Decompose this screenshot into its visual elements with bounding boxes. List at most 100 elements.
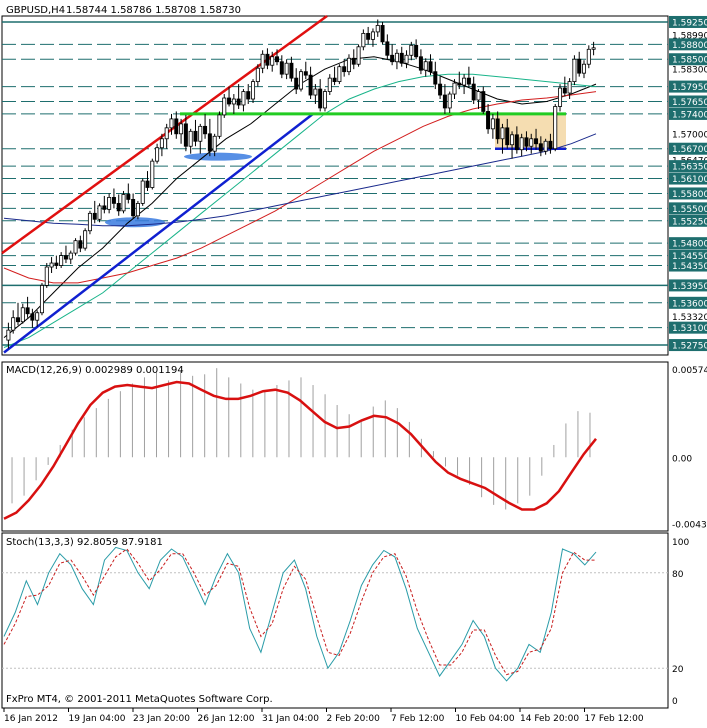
bull-candle: [394, 52, 399, 63]
price-label-box: [669, 339, 707, 352]
bull-candle: [586, 48, 591, 65]
bull-candle: [409, 44, 414, 56]
stoch-axis-label: 0: [672, 697, 678, 707]
price-axis-label: 1.55250: [672, 217, 707, 227]
bull-candle: [179, 123, 184, 135]
bull-candle: [500, 127, 505, 140]
price-label-box: [669, 15, 707, 28]
bull-candle: [217, 114, 222, 137]
bear-candle: [25, 307, 30, 315]
bull-candle: [558, 87, 563, 107]
bull-candle: [68, 252, 73, 260]
price-label-box: [669, 321, 707, 334]
stoch-axis-label: 100: [672, 538, 689, 548]
bear-candle: [145, 180, 150, 188]
bear-candle: [466, 77, 471, 85]
bull-candle: [59, 255, 64, 266]
bear-candle: [102, 205, 107, 210]
price-axis-label: 1.58500: [672, 56, 707, 66]
bull-candle: [553, 106, 558, 150]
bear-candle: [399, 52, 404, 64]
bear-candle: [505, 127, 510, 146]
x-axis-label: 17 Feb 12:00: [585, 714, 644, 724]
bull-candle: [188, 130, 193, 147]
macd-axis-label: -0.0043: [672, 520, 707, 530]
bear-candle: [481, 91, 486, 112]
bull-candle: [87, 212, 92, 232]
x-axis-label: 7 Feb 12:00: [391, 714, 445, 724]
bear-candle: [193, 130, 198, 142]
bull-candle: [375, 25, 380, 33]
stoch-axis-label: 20: [672, 665, 684, 675]
bull-candle: [284, 62, 289, 75]
bull-candle: [298, 71, 303, 90]
price-label-box: [669, 259, 707, 272]
bear-candle: [471, 83, 476, 101]
bull-candle: [476, 91, 481, 101]
bear-candle: [342, 66, 347, 73]
price-label-box: [669, 202, 707, 215]
bear-candle: [289, 62, 294, 79]
moving-average-line: [3, 73, 597, 348]
channel-upper-line: [1, 14, 328, 255]
bull-candle: [510, 134, 515, 146]
x-axis-label: 10 Feb 04:00: [456, 714, 515, 724]
bull-candle: [543, 140, 548, 152]
bear-candle: [15, 317, 20, 323]
bull-candle: [231, 98, 236, 105]
x-axis-label: 23 Jan 20:00: [133, 714, 190, 724]
bull-candle: [11, 317, 16, 331]
price-axis-label: 1.57650: [672, 98, 707, 108]
price-label-box: [669, 172, 707, 185]
price-axis-label: 1.58990: [672, 31, 707, 41]
price-label-box: [669, 142, 707, 155]
macd-title: MACD(12,26,9) 0.002989 0.001194: [6, 365, 184, 376]
macd-signal-line: [3, 380, 597, 520]
stoch-title: Stoch(13,3,3) 92.8059 87.9181: [6, 537, 163, 548]
price-label-box: [669, 53, 707, 66]
bear-candle: [308, 74, 313, 96]
bear-candle: [203, 125, 208, 135]
bull-candle: [361, 32, 366, 48]
price-label-box: [669, 187, 707, 200]
price-label-box: [669, 38, 707, 51]
bear-candle: [428, 61, 433, 73]
price-axis-label: 1.56700: [672, 145, 707, 155]
bull-candle: [164, 127, 169, 140]
bull-candle: [83, 230, 88, 249]
price-axis-label: 1.57000: [672, 130, 707, 140]
x-axis-label: 16 Jan 2012: [4, 714, 58, 724]
price-axis-label: 1.58300: [672, 66, 707, 76]
price-chart-title: GBPUSD,H4: [6, 5, 65, 16]
price-axis-label: 1.55800: [672, 190, 707, 200]
bear-candle: [457, 82, 462, 86]
bull-candle: [241, 91, 246, 106]
bull-candle: [327, 77, 332, 92]
bull-candle: [370, 31, 375, 40]
bull-candle: [567, 81, 572, 94]
price-label-box: [669, 80, 707, 93]
bear-candle: [303, 71, 308, 76]
price-axis-label: 1.57950: [672, 83, 707, 93]
bear-candle: [63, 255, 68, 260]
bear-candle: [514, 134, 519, 151]
bull-candle: [212, 135, 217, 152]
price-axis-label: 1.53600: [672, 299, 707, 309]
bull-candle: [140, 180, 145, 204]
footer-copyright: FxPro MT4, © 2001-2011 MetaQuotes Softwa…: [6, 694, 273, 705]
stoch-signal-line: [3, 548, 596, 676]
bear-candle: [385, 41, 390, 56]
bull-candle: [155, 147, 160, 162]
price-axis-label: 1.54550: [672, 252, 707, 262]
bear-candle: [332, 77, 337, 83]
macd-axis-label: 0.00: [672, 454, 692, 464]
price-label-box: [669, 107, 707, 120]
price-axis-label: 1.54350: [672, 262, 707, 272]
x-axis-label: 26 Jan 12:00: [198, 714, 255, 724]
price-axis-label: 1.55500: [672, 205, 707, 215]
price-axis-label: 1.52750: [672, 342, 707, 352]
bear-candle: [318, 88, 323, 109]
bear-candle: [418, 56, 423, 71]
bull-candle: [20, 307, 25, 323]
